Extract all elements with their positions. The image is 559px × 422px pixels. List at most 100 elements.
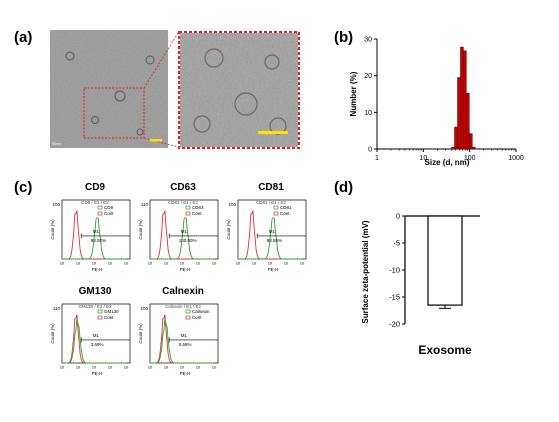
flow-x-label: PE-H xyxy=(180,267,191,272)
zeta-y-tick-label: -15 xyxy=(389,293,400,302)
flow-x-tick-label: 10 xyxy=(212,261,217,266)
flow-x-tick-label: 10 xyxy=(196,365,201,370)
marker-histogram xyxy=(150,318,214,364)
legend-swatch-control xyxy=(273,211,279,216)
marker-histogram xyxy=(62,318,126,364)
legend-label-control: Cont xyxy=(192,315,202,320)
flow-x-tick-label: 10 xyxy=(92,365,97,370)
flow-x-tick-label: 10 xyxy=(300,261,305,266)
flow-panel-title: CD63 xyxy=(170,182,196,193)
legend-swatch-control xyxy=(97,211,103,216)
gate-percent: 0.68% xyxy=(179,342,192,347)
panel-label-c: (c) xyxy=(14,179,32,196)
marker-histogram xyxy=(238,217,302,260)
size-bar xyxy=(466,93,470,150)
size-bar xyxy=(463,50,467,150)
flow-y-top-tick: 100 xyxy=(228,202,236,207)
size-chart-y-tick-label: 20 xyxy=(364,73,372,80)
size-chart-y-tick-label: 30 xyxy=(364,37,372,44)
size-bar xyxy=(472,146,476,150)
flow-y-label: Count (%) xyxy=(226,219,231,240)
flow-y-label: Count (%) xyxy=(138,323,143,344)
size-chart-y-tick-label: 0 xyxy=(368,147,372,154)
flow-panel-header: CD81 / E1 / E2 xyxy=(256,200,287,205)
flow-x-label: PE-H xyxy=(92,267,103,272)
flow-y-label: Count (%) xyxy=(50,219,55,240)
size-chart-y-tick-label: 10 xyxy=(364,110,372,117)
tem-scale-text: 50nm xyxy=(52,142,61,146)
size-bar xyxy=(460,46,464,150)
control-histogram xyxy=(62,210,126,260)
flow-panel-title: Calnexin xyxy=(162,286,204,297)
flow-x-tick-label: 10 xyxy=(284,261,289,266)
legend-label-marker: Calnexin xyxy=(192,309,210,314)
legend-label-control: Cont xyxy=(104,211,114,216)
flow-x-tick-label: 10 xyxy=(236,261,241,266)
flow-x-tick-label: 10 xyxy=(60,365,65,370)
gate-percent: 98.92% xyxy=(91,238,106,243)
flow-x-tick-label: 10 xyxy=(108,261,113,266)
flow-x-tick-label: 10 xyxy=(108,365,113,370)
flow-x-tick-label: 10 xyxy=(252,261,257,266)
control-histogram xyxy=(150,210,214,260)
size-chart-xlabel: Size (d, nm) xyxy=(425,158,470,167)
legend-swatch-marker xyxy=(97,309,103,314)
legend-swatch-marker xyxy=(185,205,191,210)
gate-label: M1 xyxy=(93,333,100,338)
zeta-potential-chart: Surface zeta-potential (mV) Exosome 0 -5 -… xyxy=(361,212,480,357)
flow-y-top-tick: 100 xyxy=(52,202,60,207)
legend-label-control: Cont xyxy=(280,211,290,216)
size-bar xyxy=(451,146,455,150)
legend-swatch-control xyxy=(185,315,191,320)
flow-panel-header: Calnexin / E1 / E2 xyxy=(165,304,202,309)
legend-label-control: Cont xyxy=(104,315,114,320)
gate-percent: 98.86% xyxy=(267,238,282,243)
size-distribution-chart: Number (%) Size (d, nm) 0 10 20 30 1 10 100 100… xyxy=(349,37,524,168)
flow-x-tick-label: 10 xyxy=(196,261,201,266)
panel-label-b: (b) xyxy=(334,29,353,46)
size-chart-ylabel: Number (%) xyxy=(349,71,358,116)
size-chart-x-tick-label: 10 xyxy=(419,155,427,162)
marker-histogram xyxy=(150,217,214,260)
flow-x-label: PE-H xyxy=(268,267,279,272)
flow-panel-header: CD63 / E1 / E2 xyxy=(168,200,199,205)
gate-label: M1 xyxy=(181,229,188,234)
legend-label-marker: CD63 xyxy=(192,205,204,210)
flow-x-label: PE-H xyxy=(92,371,103,376)
zeta-bar xyxy=(427,215,463,306)
tem-overview-image xyxy=(50,30,168,148)
flow-x-tick-label: 10 xyxy=(76,365,81,370)
legend-label-marker: CD9 xyxy=(104,205,113,210)
tem-zoom-frame xyxy=(178,31,300,149)
gate-percent: 100.00% xyxy=(179,238,197,243)
flow-y-top-tick: 100 xyxy=(140,306,148,311)
flow-x-tick-label: 10 xyxy=(164,261,169,266)
flow-x-tick-label: 10 xyxy=(124,365,129,370)
size-chart-x-tick-label: 1000 xyxy=(508,155,524,162)
zoom-connector-top xyxy=(143,32,179,89)
flow-panel-header: CD9 / E1 / E2 xyxy=(81,200,109,205)
size-chart-x-tick-label: 100 xyxy=(464,155,476,162)
flow-panel-header: GM130 / E1 / E2 xyxy=(78,304,112,309)
legend-swatch-marker xyxy=(97,205,103,210)
flow-y-top-tick: 110 xyxy=(53,306,61,311)
size-bar xyxy=(457,77,461,150)
flow-x-tick-label: 10 xyxy=(92,261,97,266)
zeta-y-tick-label: -10 xyxy=(389,266,400,275)
flow-x-tick-label: 10 xyxy=(148,261,153,266)
tem-scale-bar xyxy=(150,139,162,142)
tem-zoom-region xyxy=(83,87,145,139)
flow-x-tick-label: 10 xyxy=(268,261,273,266)
gate-label: M1 xyxy=(269,229,276,234)
control-histogram xyxy=(62,314,126,364)
flow-x-tick-label: 10 xyxy=(124,261,129,266)
flow-x-tick-label: 10 xyxy=(76,261,81,266)
control-histogram xyxy=(238,210,302,260)
zeta-y-tick-label: -5 xyxy=(393,239,400,248)
